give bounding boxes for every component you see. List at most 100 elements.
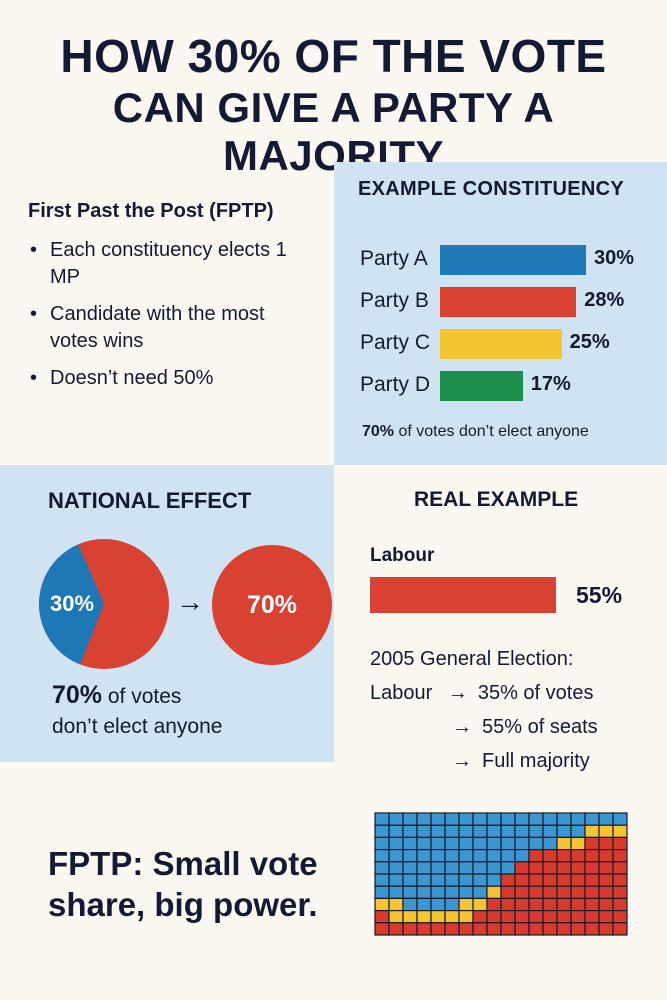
fptp-bullet: Doesn’t need 50% [28,365,328,392]
party-value: 17% [530,373,571,395]
seat-cell [528,861,544,875]
seat-cell [402,812,418,826]
seat-cell [542,909,558,924]
seat-cell [612,861,628,875]
seat-cell [458,861,474,875]
seat-cell [416,897,432,912]
seat-cell [584,824,600,838]
seat-cell [388,897,404,912]
seat-cell [612,824,628,838]
seat-cell [430,812,446,826]
election-row-majority: → Full majority [452,750,590,773]
real-heading: REAL EXAMPLE [414,488,579,511]
seat-cell [430,885,446,899]
seat-cell [430,922,446,936]
seat-cell [514,873,530,887]
seat-cell [486,861,502,875]
seat-cell [514,836,530,851]
arrow-icon: → [452,750,472,772]
seat-cell [402,897,418,912]
seat-cell [598,812,614,826]
seat-cell [402,873,418,887]
seat-cell [472,885,488,899]
seat-cell [374,861,390,875]
seat-cell [584,812,600,826]
seat-cell [556,873,572,887]
seat-cell [556,897,572,912]
seat-cell [542,885,558,899]
party-bar [440,329,562,359]
national-heading: NATIONAL EFFECT [48,488,252,513]
seat-cell [528,897,544,912]
seat-cell [514,897,530,912]
seat-cell [500,824,516,838]
seat-cell [402,824,418,838]
arrow-icon: → [452,716,472,738]
title-line-2: CAN GIVE A PARTY A MAJORITY [112,84,555,179]
seat-cell [416,909,432,924]
seat-cell [486,885,502,899]
seat-cell [458,812,474,826]
seat-cell [528,836,544,851]
party-value: 30% [594,247,635,269]
seat-cell [416,861,432,875]
seat-cell [388,824,404,838]
seat-cell [472,922,488,936]
seat-cell [542,848,558,863]
seat-cell [514,861,530,875]
seat-cell [542,824,558,838]
seat-cell [528,885,544,899]
seat-cell [458,897,474,912]
seat-cell [556,812,572,826]
party-bar [440,245,586,275]
seat-cell [514,812,530,826]
seat-cell [612,885,628,899]
seat-cell [598,824,614,838]
seat-cell [584,897,600,912]
seat-cell [458,873,474,887]
seat-cell [444,897,460,912]
election-title: 2005 General Election: [370,648,574,670]
seat-cell [430,836,446,851]
seat-cell [486,812,502,826]
seat-cell [430,861,446,875]
seat-cell [570,897,586,912]
arrow-icon: → [176,586,204,617]
seat-cell [584,885,600,899]
seat-cell [556,885,572,899]
seat-cell [458,922,474,936]
seat-cell [612,897,628,912]
seat-cell [486,836,502,851]
seat-cell [556,922,572,936]
fptp-section: First Past the Post (FPTP) Each constitu… [28,200,328,402]
party-name: Party B [360,289,429,312]
seat-cell [388,848,404,863]
example-note-percent: 70% [362,423,395,440]
seat-cell [402,861,418,875]
election-party: Labour [370,682,433,704]
seat-cell [514,824,530,838]
seat-cell [430,873,446,887]
seat-cell [612,922,628,936]
seat-cell [388,836,404,851]
seat-cell [374,848,390,863]
seat-cell [416,836,432,851]
party-value: 28% [584,289,625,311]
seat-cell [388,885,404,899]
seat-cell [570,909,586,924]
seat-cell [612,873,628,887]
labour-value: 55% [576,582,623,608]
seat-cell [514,848,530,863]
seat-cell [430,824,446,838]
seat-cell [556,824,572,838]
seat-cell [500,922,516,936]
seat-cell [500,873,516,887]
national-pie-chart: 30% [39,539,169,669]
seat-cell [416,848,432,863]
title-line-1: HOW 30% OF THE VOTE [60,30,607,82]
seat-cell [514,922,530,936]
seat-cell [472,873,488,887]
fptp-heading: First Past the Post (FPTP) [28,200,274,222]
votes-text: 35% of votes [477,682,594,704]
seat-cell [584,909,600,924]
